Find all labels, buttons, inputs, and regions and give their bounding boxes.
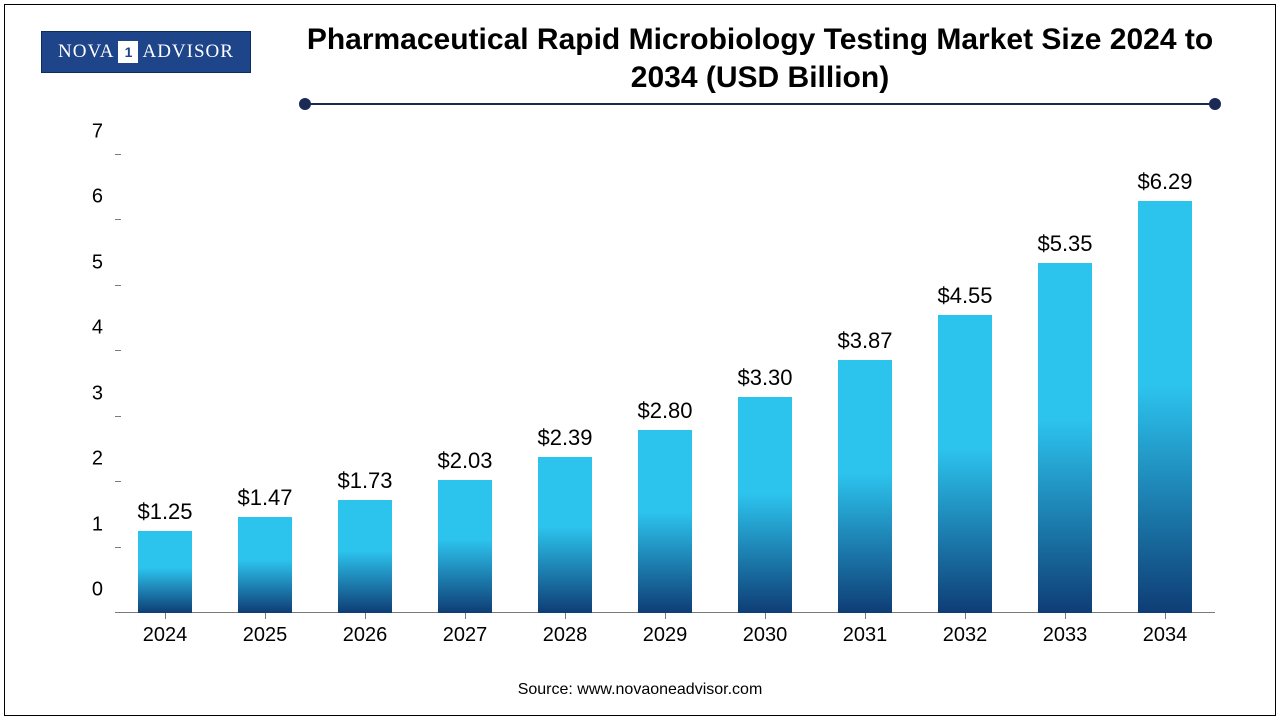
- brand-logo: NOVA 1 ADVISOR: [41, 31, 251, 73]
- y-tick: [115, 154, 121, 155]
- bar: [138, 531, 192, 613]
- x-tick: [665, 613, 666, 619]
- x-tick-label: 2025: [243, 624, 288, 647]
- chart-frame: NOVA 1 ADVISOR Pharmaceutical Rapid Micr…: [4, 4, 1276, 716]
- y-tick-label: 1: [92, 513, 103, 536]
- x-tick: [865, 613, 866, 619]
- data-label: $4.55: [937, 283, 992, 309]
- x-tick-label: 2030: [743, 624, 788, 647]
- chart-area: 012345672024$1.252025$1.472026$1.732027$…: [75, 155, 1225, 653]
- data-label: $2.39: [537, 425, 592, 451]
- bar: [538, 457, 592, 613]
- data-label: $2.03: [437, 448, 492, 474]
- data-label: $3.87: [837, 328, 892, 354]
- x-tick-label: 2034: [1143, 624, 1188, 647]
- x-tick: [365, 613, 366, 619]
- data-label: $6.29: [1137, 169, 1192, 195]
- data-label: $1.73: [337, 468, 392, 494]
- data-label: $2.80: [637, 398, 692, 424]
- title-underline: [305, 103, 1215, 105]
- y-tick-label: 4: [92, 317, 103, 340]
- x-tick: [465, 613, 466, 619]
- data-label: $5.35: [1037, 231, 1092, 257]
- source-caption: Source: www.novaoneadvisor.com: [5, 681, 1275, 699]
- y-tick: [115, 285, 121, 286]
- bar: [938, 315, 992, 613]
- data-label: $1.47: [237, 485, 292, 511]
- x-tick: [1065, 613, 1066, 619]
- x-tick-label: 2028: [543, 624, 588, 647]
- x-tick-label: 2024: [143, 624, 188, 647]
- plot-area: 012345672024$1.252025$1.472026$1.732027$…: [115, 155, 1215, 613]
- x-tick-label: 2026: [343, 624, 388, 647]
- y-tick-label: 5: [92, 251, 103, 274]
- y-tick-label: 3: [92, 382, 103, 405]
- x-tick-label: 2033: [1043, 624, 1088, 647]
- y-tick-label: 6: [92, 186, 103, 209]
- x-tick: [565, 613, 566, 619]
- data-label: $3.30: [737, 365, 792, 391]
- bar: [438, 480, 492, 613]
- y-tick-label: 0: [92, 579, 103, 602]
- x-tick: [1165, 613, 1166, 619]
- bar: [1038, 263, 1092, 613]
- chart-title: Pharmaceutical Rapid Microbiology Testin…: [285, 21, 1235, 96]
- bar: [1138, 201, 1192, 613]
- y-tick: [115, 350, 121, 351]
- y-tick-label: 2: [92, 448, 103, 471]
- data-label: $1.25: [137, 499, 192, 525]
- x-tick-label: 2029: [643, 624, 688, 647]
- y-tick: [115, 416, 121, 417]
- x-tick-label: 2031: [843, 624, 888, 647]
- x-tick: [965, 613, 966, 619]
- y-tick: [115, 612, 121, 613]
- logo-text-left: NOVA: [58, 41, 114, 63]
- logo-number-box: 1: [118, 41, 138, 63]
- bar: [238, 517, 292, 613]
- x-tick: [165, 613, 166, 619]
- x-tick: [765, 613, 766, 619]
- bar: [738, 397, 792, 613]
- bar: [838, 360, 892, 613]
- y-tick: [115, 547, 121, 548]
- bar: [338, 500, 392, 613]
- y-tick: [115, 481, 121, 482]
- logo-text-right: ADVISOR: [142, 41, 233, 63]
- y-tick-label: 7: [92, 121, 103, 144]
- y-tick: [115, 219, 121, 220]
- x-tick-label: 2032: [943, 624, 988, 647]
- bar: [638, 430, 692, 613]
- x-tick-label: 2027: [443, 624, 488, 647]
- x-tick: [265, 613, 266, 619]
